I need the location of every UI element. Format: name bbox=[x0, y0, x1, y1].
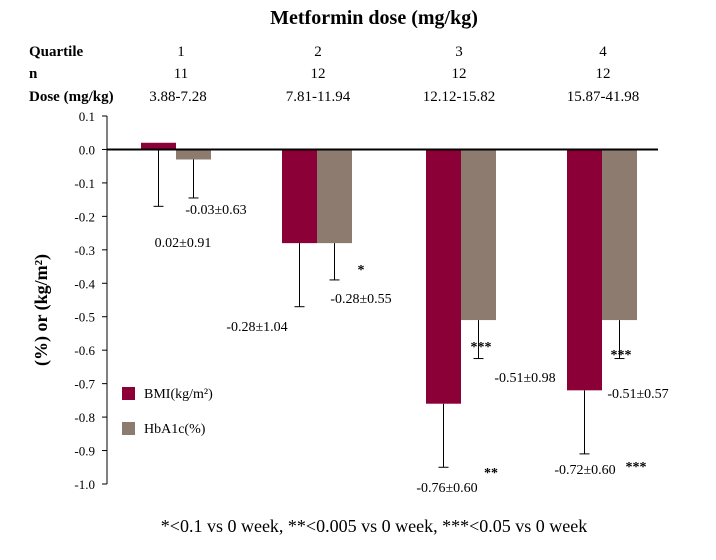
data-label: -0.51±0.57 bbox=[607, 387, 668, 402]
bar-bmi bbox=[426, 149, 461, 404]
data-label: -0.28±0.55 bbox=[330, 292, 391, 307]
header-cell: 11 bbox=[174, 66, 188, 82]
data-label: -0.51±0.98 bbox=[494, 371, 555, 386]
data-label: -0.28±1.04 bbox=[226, 320, 287, 335]
bar-hba1c bbox=[176, 149, 211, 160]
significance-mark: * bbox=[358, 263, 365, 278]
y-axis-label: (%) or (kg/m²) bbox=[31, 254, 52, 366]
header-row-label: Quartile bbox=[29, 44, 83, 60]
bar-bmi bbox=[282, 149, 317, 244]
legend-label: HbA1c(%) bbox=[144, 422, 206, 437]
data-label: -0.76±0.60 bbox=[416, 481, 477, 496]
bar-bmi bbox=[567, 149, 602, 391]
bar-hba1c bbox=[461, 149, 496, 321]
significance-mark: *** bbox=[471, 340, 492, 355]
data-label: -0.72±0.60 bbox=[554, 463, 615, 478]
header-row-label: Dose (mg/kg) bbox=[29, 89, 114, 105]
header-row-label: n bbox=[29, 66, 38, 82]
chart-title: Metformin dose (mg/kg) bbox=[270, 7, 478, 29]
y-tick-label: -0.1 bbox=[74, 176, 95, 191]
header-cell: 1 bbox=[177, 44, 185, 60]
y-tick-label: -1.0 bbox=[74, 477, 95, 492]
data-label: 0.02±0.91 bbox=[155, 236, 212, 251]
y-tick-label: 0.0 bbox=[79, 142, 95, 157]
header-cell: 12.12-15.82 bbox=[423, 89, 496, 105]
bar-bmi bbox=[141, 142, 176, 150]
bar-hba1c bbox=[317, 149, 352, 244]
significance-mark: *** bbox=[626, 460, 647, 475]
y-tick-label: -0.4 bbox=[74, 276, 95, 291]
header-cell: 3 bbox=[455, 44, 463, 60]
footnote: *<0.1 vs 0 week, **<0.005 vs 0 week, ***… bbox=[161, 516, 587, 536]
legend-swatch bbox=[122, 387, 135, 400]
header-cell: 3.88-7.28 bbox=[149, 89, 207, 105]
header-cell: 15.87-41.98 bbox=[567, 89, 640, 105]
data-label: -0.03±0.63 bbox=[185, 203, 246, 218]
y-tick-label: -0.2 bbox=[74, 209, 95, 224]
y-tick-label: 0.1 bbox=[79, 109, 95, 124]
y-tick-label: -0.5 bbox=[74, 310, 95, 325]
header-cell: 12 bbox=[596, 66, 611, 82]
y-tick-label: -0.7 bbox=[74, 377, 95, 392]
legend-label: BMI(kg/m²) bbox=[144, 387, 213, 402]
y-tick-label: -0.3 bbox=[74, 243, 95, 258]
bar-hba1c bbox=[602, 149, 637, 321]
header-cell: 12 bbox=[311, 66, 326, 82]
significance-mark: ** bbox=[484, 466, 498, 481]
header-cell: 7.81-11.94 bbox=[286, 89, 351, 105]
y-tick-label: -0.8 bbox=[74, 410, 95, 425]
legend-swatch bbox=[122, 422, 135, 435]
y-tick-label: -0.6 bbox=[74, 343, 95, 358]
header-cell: 2 bbox=[314, 44, 322, 60]
significance-mark: *** bbox=[611, 348, 632, 363]
header-cell: 4 bbox=[599, 44, 607, 60]
header-cell: 12 bbox=[452, 66, 467, 82]
y-tick-label: -0.9 bbox=[74, 444, 95, 459]
